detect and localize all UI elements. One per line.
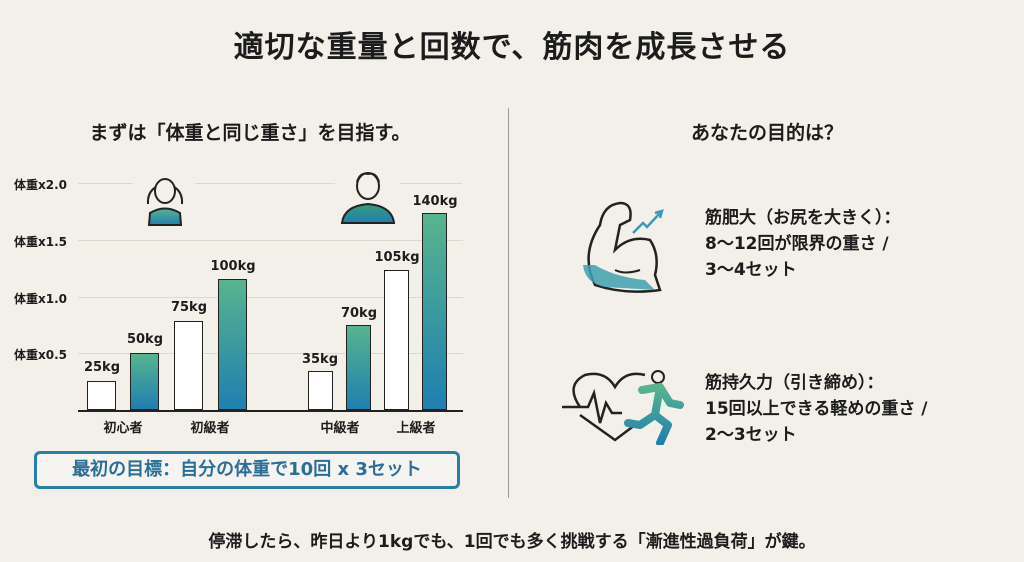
gridline	[78, 353, 463, 354]
gridline	[78, 240, 463, 241]
divider	[508, 108, 509, 498]
bar-novice-gradient	[218, 279, 247, 410]
hypertrophy-reps: 8～12回が限界の重さ /	[705, 234, 889, 254]
woman-icon	[146, 178, 184, 226]
hypertrophy-title: 筋肥大（お尻を大きく）：	[705, 208, 901, 228]
footer-tip: 停滞したら、昨日より1kgでも、1回でも多く挑戦する「漸進性過負荷」が鍵。	[208, 532, 816, 552]
bar-value: 35kg	[301, 352, 339, 367]
bar-value: 70kg	[340, 306, 378, 321]
hypertrophy-text: 筋肥大（お尻を大きく）： 8～12回が限界の重さ / 3～4セット	[705, 205, 901, 283]
bar-intermediate-gradient	[346, 325, 371, 410]
x-label: 初級者	[190, 421, 230, 436]
bar-value: 140kg	[412, 194, 458, 209]
bar-advanced-white	[384, 270, 409, 410]
bar-value: 25kg	[83, 360, 121, 375]
hypertrophy-sets: 3～4セット	[705, 260, 797, 280]
right-subtitle: あなたの目的は？	[690, 122, 843, 144]
bar-value: 75kg	[170, 300, 208, 315]
man-icon	[340, 172, 396, 224]
first-goal-box: 最初の目標：自分の体重で10回 x 3セット	[34, 451, 460, 489]
x-label: 上級者	[396, 421, 436, 436]
endurance-text: 筋持久力（引き締め）： 15回以上できる軽めの重さ / 2～3セット	[705, 370, 927, 448]
flexed-arm-icon	[583, 201, 664, 293]
x-axis	[78, 410, 463, 412]
endurance-title: 筋持久力（引き締め）：	[705, 373, 884, 393]
bar-intermediate-white	[308, 371, 333, 410]
heart-runner-icon	[562, 370, 684, 445]
bar-value: 50kg	[126, 332, 164, 347]
page-title: 適切な重量と回数で、筋肉を成長させる	[233, 30, 791, 65]
bar-beginner-gradient	[130, 353, 159, 410]
left-subtitle: まずは「体重と同じ重さ」を目指す。	[89, 122, 411, 144]
bar-novice-white	[174, 321, 203, 410]
gridline	[78, 183, 133, 184]
bar-value: 105kg	[374, 250, 420, 265]
gridline	[400, 183, 462, 184]
bar-advanced-gradient	[422, 213, 447, 410]
x-label: 中級者	[320, 421, 360, 436]
bar-value: 100kg	[210, 259, 256, 274]
gridline	[195, 183, 335, 184]
endurance-sets: 2～3セット	[705, 425, 797, 445]
ytick-1-5: 体重x1.5	[14, 235, 67, 249]
ytick-1-0: 体重x1.0	[14, 292, 67, 306]
x-label: 初心者	[103, 421, 143, 436]
ytick-0-5: 体重x0.5	[14, 348, 67, 362]
gridline	[78, 297, 463, 298]
bar-beginner-white	[87, 381, 116, 410]
ytick-2-0: 体重x2.0	[14, 178, 67, 192]
endurance-reps: 15回以上できる軽めの重さ /	[705, 399, 928, 419]
weight-chart: 体重x2.0 体重x1.5 体重x1.0 体重x0.5 25kg 50kg 75…	[0, 160, 500, 440]
